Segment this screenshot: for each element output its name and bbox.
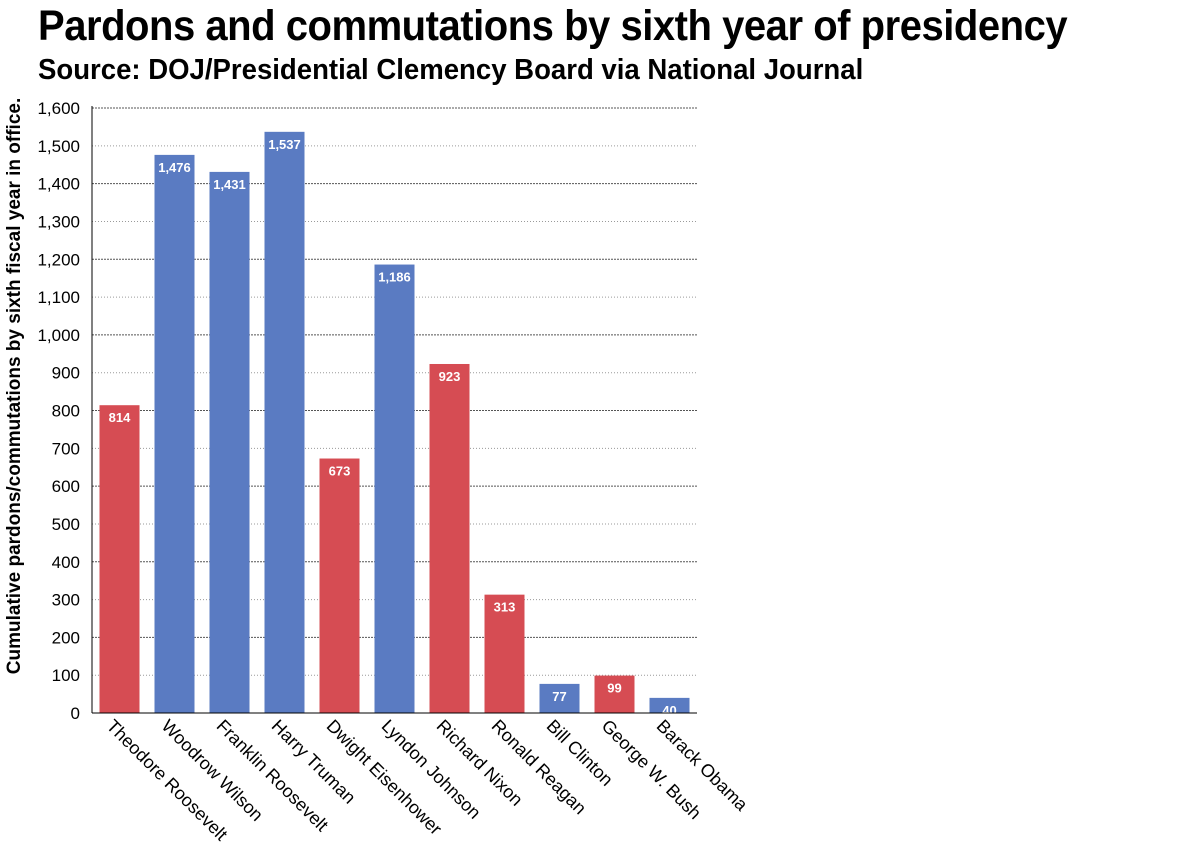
y-tick-label: 500 [52,515,80,534]
y-tick-label: 200 [52,628,80,647]
bar [264,131,305,713]
y-tick-label: 300 [52,591,80,610]
bar-value-label: 40 [662,703,676,718]
y-axis: 0 100 200 300 400 500 600 700 800 900 1,000 1,100 1,… [37,99,93,723]
bar [594,675,635,713]
x-tick-label: Ronald Reagan [488,716,591,819]
bar-value-label: 77 [552,689,566,704]
x-tick-label: George W. Bush [598,716,706,824]
y-tick-label: 1,100 [37,288,80,307]
y-axis-title: Cumulative pardons/commutations by sixth… [4,98,25,674]
y-tick-label: 400 [52,553,80,572]
bar-value-label: 1,476 [158,160,191,175]
y-tick-label: 800 [52,402,80,421]
bar-value-label: 99 [607,681,621,696]
bar [649,697,690,713]
chart-subtitle: Source: DOJ/Presidential Clemency Board … [38,54,864,86]
y-tick-label: 1,400 [37,175,80,194]
x-tick-label: Woodrow Wilson [158,716,267,825]
y-tick-label: 0 [71,704,80,723]
x-tick-label: Lyndon Johnson [378,716,485,823]
bar-value-label: 814 [109,410,131,425]
y-tick-label: 1,300 [37,212,80,231]
bar [99,405,140,713]
bar-value-label: 1,186 [378,270,411,285]
y-tick-label: 600 [52,477,80,496]
y-tick-label: 1,500 [37,137,80,156]
y-tick-label: 1,600 [37,99,80,118]
bar-value-label: 313 [494,600,516,615]
bar-value-label: 1,537 [268,137,301,152]
bar [209,171,250,713]
bar [429,363,470,713]
y-tick-label: 100 [52,666,80,685]
bar [374,264,415,713]
bar [484,594,525,713]
y-tick-label: 1,200 [37,250,80,269]
bar [539,683,580,713]
x-tick-label: Barack Obama [653,716,753,816]
y-tick-label: 900 [52,364,80,383]
chart-title: Pardons and commutations by sixth year o… [38,2,1068,50]
bar-value-label: 1,431 [213,177,246,192]
bar-value-label: 673 [329,464,351,479]
bar [154,154,195,713]
bar-value-label: 923 [439,369,461,384]
y-tick-label: 700 [52,439,80,458]
bar [319,458,360,713]
y-tick-label: 1,000 [37,326,80,345]
bars: 814 1,476 1,431 1,537 673 1,186 923 313 77 99 40 [99,131,690,718]
